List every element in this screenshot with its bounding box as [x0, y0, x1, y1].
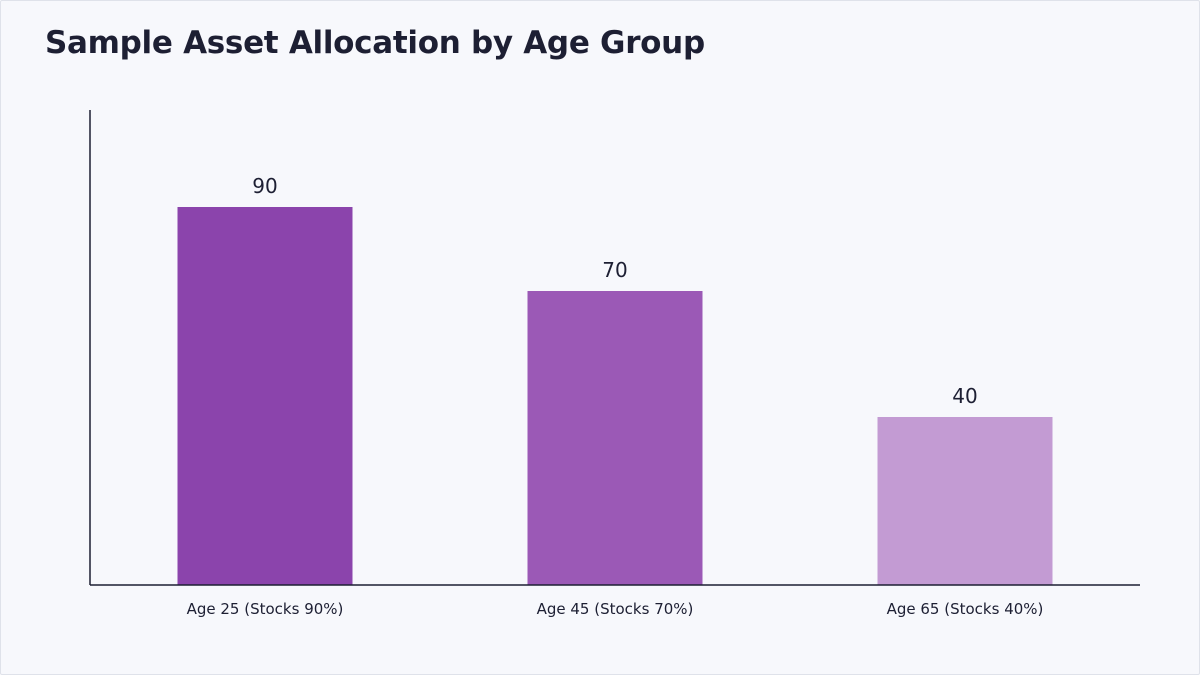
data-label-2: 70 — [602, 258, 627, 282]
bar-3 — [877, 417, 1053, 585]
chart-title: Sample Asset Allocation by Age Group — [45, 25, 705, 61]
x-tick-label-1: Age 25 (Stocks 90%) — [187, 600, 344, 618]
bar-2 — [527, 291, 703, 585]
data-label-1: 90 — [252, 174, 277, 198]
bars-layer — [177, 207, 1053, 585]
bar-1 — [177, 207, 353, 585]
x-tick-label-2: Age 45 (Stocks 70%) — [537, 600, 694, 618]
x-tick-label-3: Age 65 (Stocks 40%) — [887, 600, 1044, 618]
data-label-3: 40 — [952, 384, 977, 408]
labels-layer: 90 Age 25 (Stocks 90%) 70 Age 45 (Stocks 70… — [187, 174, 1044, 618]
